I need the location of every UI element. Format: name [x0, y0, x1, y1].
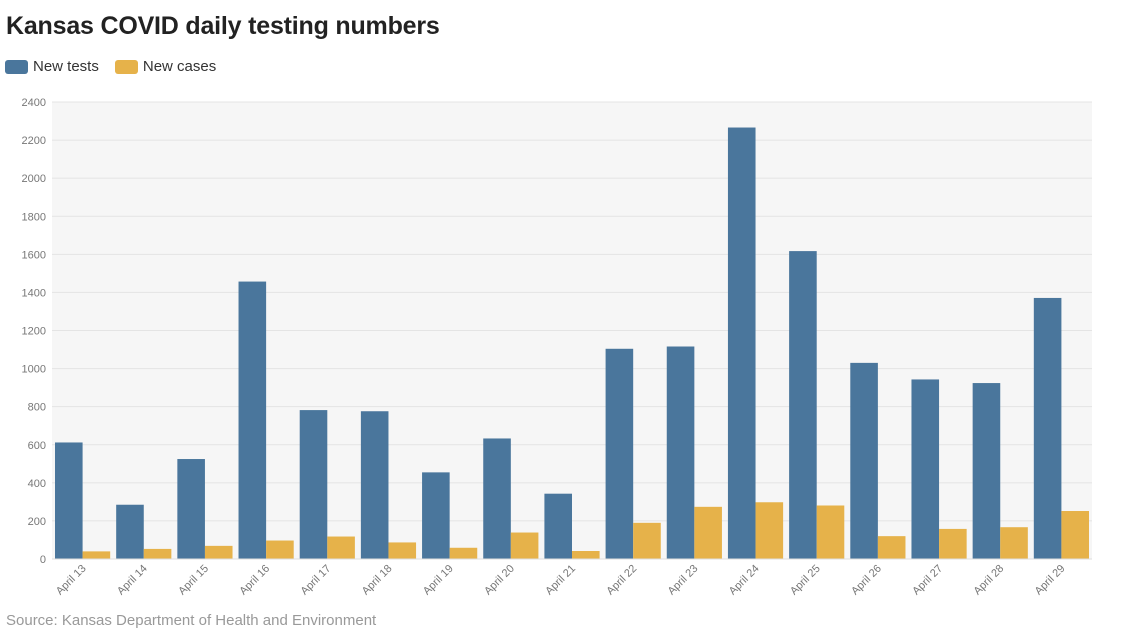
x-tick-label: April 22 — [604, 563, 639, 598]
y-tick-label: 0 — [40, 554, 46, 566]
y-tick-label: 800 — [28, 402, 46, 414]
bar-new-tests — [1033, 297, 1062, 559]
bar-new-cases — [266, 540, 294, 559]
bar-new-cases — [939, 528, 967, 559]
bar-new-cases — [204, 545, 233, 559]
x-tick-label: April 16 — [237, 563, 272, 598]
bar-new-tests — [238, 281, 267, 559]
y-tick-label: 600 — [28, 440, 46, 452]
bar-new-cases — [510, 532, 539, 559]
bar-new-tests — [727, 127, 756, 560]
y-tick-label: 1600 — [22, 249, 46, 261]
bar-new-tests — [666, 346, 695, 559]
legend-item-new-tests: New tests — [5, 58, 99, 75]
y-tick-label: 1800 — [22, 211, 46, 223]
bar-new-cases — [755, 502, 784, 559]
x-tick-label: April 24 — [727, 563, 762, 598]
y-tick-label: 1400 — [22, 287, 46, 299]
x-tick-label: April 23 — [666, 563, 701, 598]
x-tick-label: April 26 — [849, 563, 884, 598]
y-tick-label: 2400 — [22, 97, 46, 109]
legend-item-new-cases: New cases — [114, 58, 217, 75]
x-tick-label: April 17 — [299, 563, 334, 598]
x-tick-label: April 19 — [421, 563, 456, 598]
y-tick-label: 400 — [28, 478, 46, 490]
legend-swatch-new-tests — [5, 59, 28, 74]
bar-new-tests — [116, 504, 144, 559]
bar-new-tests — [483, 438, 511, 559]
bar-new-cases — [82, 551, 111, 559]
bar-new-tests — [972, 383, 1001, 559]
x-tick-label: April 13 — [54, 563, 89, 598]
x-tick-label: April 21 — [543, 563, 578, 598]
bar-new-cases — [143, 548, 172, 559]
x-tick-label: April 20 — [482, 563, 517, 598]
y-tick-label: 2200 — [22, 135, 46, 147]
x-tick-label: April 18 — [360, 563, 395, 598]
x-tick-label: April 27 — [910, 563, 945, 598]
bar-new-tests — [544, 493, 572, 559]
bar-new-cases — [633, 522, 661, 559]
x-tick-label: April 28 — [971, 563, 1006, 598]
bar-new-cases — [449, 547, 478, 559]
bar-new-cases — [327, 536, 355, 559]
y-tick-label: 1200 — [22, 326, 46, 338]
x-tick-label: April 14 — [115, 563, 150, 598]
bar-new-tests — [360, 411, 389, 559]
bar-new-tests — [299, 410, 328, 559]
bar-new-tests — [177, 459, 205, 559]
legend-label-new-tests: New tests — [33, 58, 99, 75]
x-tick-label: April 29 — [1033, 563, 1068, 598]
bar-new-cases — [694, 506, 722, 559]
bar-new-tests — [850, 362, 878, 559]
y-tick-label: 2000 — [22, 173, 46, 185]
bar-new-cases — [572, 551, 600, 559]
y-tick-label: 200 — [28, 516, 46, 528]
legend: New tests New cases — [5, 58, 232, 75]
bar-new-cases — [877, 536, 906, 559]
bar-new-tests — [789, 251, 817, 559]
bar-new-tests — [55, 442, 83, 559]
source-note: Source: Kansas Department of Health and … — [6, 612, 377, 629]
bar-new-cases — [388, 542, 417, 559]
y-tick-label: 1000 — [22, 364, 46, 376]
x-tick-label: April 15 — [176, 563, 211, 598]
legend-label-new-cases: New cases — [142, 58, 217, 75]
bar-new-tests — [605, 348, 634, 559]
x-tick-label: April 25 — [788, 563, 823, 598]
bar-new-cases — [1000, 527, 1028, 559]
bar-new-cases — [1061, 511, 1089, 559]
bar-new-cases — [816, 505, 845, 559]
legend-swatch-new-cases — [114, 59, 138, 74]
chart-title: Kansas COVID daily testing numbers — [6, 12, 440, 40]
bar-new-tests — [422, 472, 450, 559]
bar-new-tests — [911, 379, 940, 559]
